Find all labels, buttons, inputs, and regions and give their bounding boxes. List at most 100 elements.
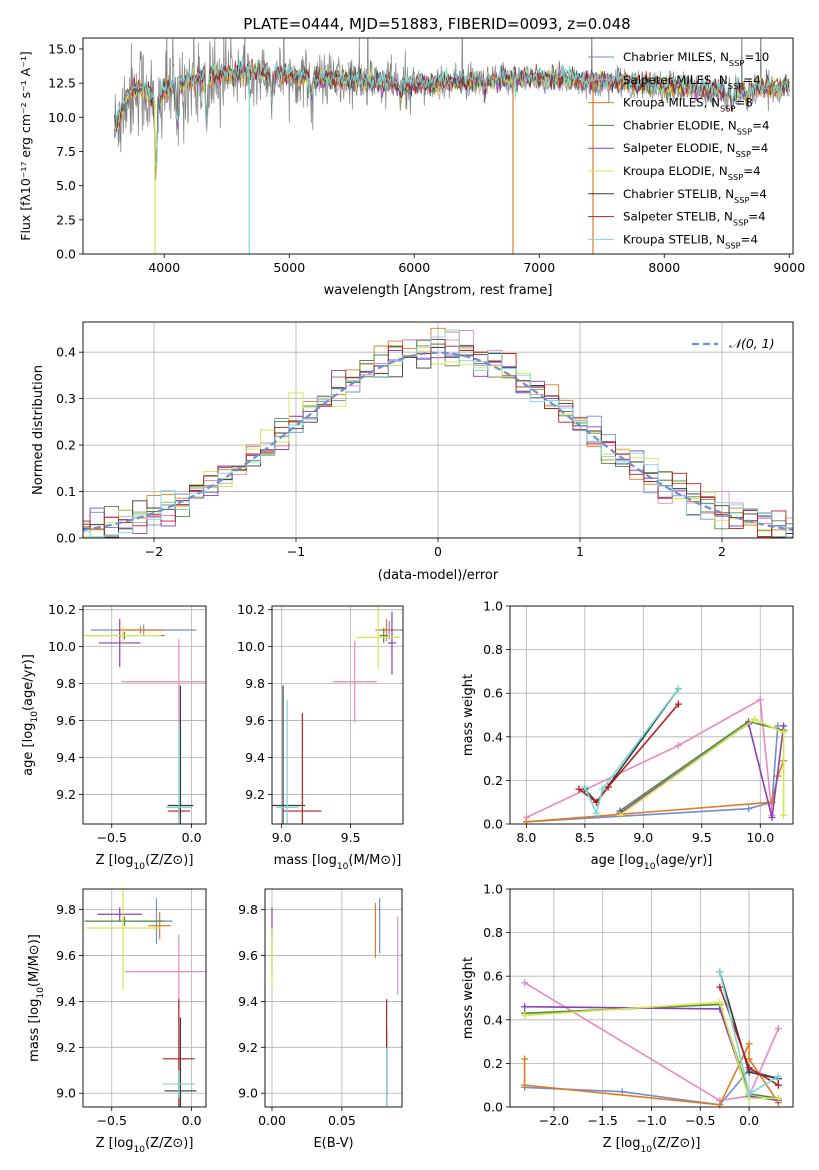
weight-marker — [604, 783, 612, 791]
age_vs_Z-panel: −0.5 0.0 9.2 9.4 9.6 9.8 10.0 10.2 Z [log10(Z/Z⊙… — [21, 602, 207, 872]
age_vs_mass-panel: 9.0 9.5 9.2 9.4 9.6 9.8 10.0 10.2 mass [log10(M/… — [237, 602, 404, 872]
weight-marker — [780, 728, 788, 736]
errorbar-point — [167, 685, 194, 824]
weight-marker — [774, 1025, 782, 1033]
y-tick-label: 9.8 — [56, 902, 76, 917]
y-tick-label: 15.0 — [48, 41, 76, 56]
legend-label: Salpeter STELIB, NSSP=4 — [623, 210, 766, 228]
x-tick-label: 7000 — [523, 260, 555, 275]
residuals-panel: −2 −1 0 1 2 0.0 0.1 0.2 0.3 0.4 𝒩(0, 1) (data-model… — [31, 321, 794, 583]
spectrum-y-label: Flux [fλ10⁻¹⁷ erg cm⁻² s⁻¹ A⁻¹] — [18, 51, 33, 240]
x-tick-label: 0.0 — [182, 1113, 202, 1128]
x-tick-label: −1.0 — [636, 1113, 666, 1128]
mass_vs_Z-y-label: mass [log10(M/M⊙)] — [27, 934, 46, 1062]
errorbar-point — [162, 999, 195, 1107]
residual-histogram — [83, 350, 793, 538]
weight-line — [584, 688, 680, 804]
errorbar-point — [356, 606, 401, 669]
y-tick-label: 0.3 — [56, 391, 76, 406]
errorbar-point — [121, 639, 206, 725]
weight-marker — [674, 685, 682, 693]
x-tick-label: −2 — [145, 544, 163, 559]
y-tick-label: 9.0 — [56, 1086, 76, 1101]
y-tick-label: 0.8 — [483, 925, 503, 940]
errorbar-point — [97, 907, 143, 922]
y-tick-label: 9.2 — [238, 1040, 258, 1055]
weight-marker — [616, 811, 624, 819]
y-tick-label: 0.6 — [483, 969, 503, 984]
weight_vs_age-panel: 8.0 8.5 9.0 9.5 10.0 0.0 0.2 0.4 0.6 0.8 1.0 age [l… — [461, 599, 794, 872]
y-tick-label: 0.2 — [483, 1056, 503, 1071]
legend-label: Chabrier MILES, NSSP=10 — [623, 50, 769, 68]
weight_vs_age-x-label: age [log10(age/yr)] — [591, 853, 713, 872]
legend-label: Kroupa STELIB, NSSP=4 — [623, 232, 758, 250]
y-tick-label: 9.6 — [56, 948, 76, 963]
axes-frame — [264, 888, 403, 1108]
axes-frame — [509, 888, 794, 1108]
weight-marker — [521, 1003, 529, 1011]
weight-marker — [521, 1055, 529, 1063]
y-tick-label: 7.5 — [56, 144, 76, 159]
weight-line — [526, 698, 773, 819]
x-tick-label: 9.5 — [692, 830, 712, 845]
normal-reference-curve — [82, 351, 794, 531]
plot-layer: 4000 5000 6000 7000 8000 90000.02.55.07.510.0… — [18, 37, 805, 1155]
x-tick-label: −1 — [287, 544, 305, 559]
y-tick-label: 0.4 — [56, 345, 76, 360]
y-tick-label: 0.2 — [56, 438, 76, 453]
x-tick-label: −2.0 — [539, 1113, 569, 1128]
axes-frame — [271, 605, 404, 825]
y-tick-label: 10.2 — [48, 602, 76, 617]
x-tick-label: 8.5 — [575, 830, 595, 845]
y-tick-label: 10.0 — [48, 110, 76, 125]
x-tick-label: −0.5 — [685, 1113, 715, 1128]
axes-frame — [82, 888, 207, 1108]
y-tick-label: 10.0 — [237, 639, 265, 654]
y-tick-label: 9.2 — [245, 787, 265, 802]
errorbar-point — [84, 916, 165, 926]
x-tick-label: 0.0 — [739, 1113, 759, 1128]
legend-label: Kroupa MILES, NSSP=8 — [623, 96, 753, 114]
x-tick-label: 1 — [576, 544, 584, 559]
x-tick-label: −1.5 — [588, 1113, 618, 1128]
y-tick-label: 9.6 — [238, 948, 258, 963]
y-tick-label: 9.4 — [56, 750, 76, 765]
y-tick-label: 0.4 — [483, 1012, 503, 1027]
errorbar-point — [276, 700, 299, 824]
errorbar-point — [116, 626, 165, 634]
y-tick-label: 9.6 — [245, 713, 265, 728]
mass_vs_Z-x-label: Z [log10(Z/Z⊙)] — [96, 1136, 194, 1155]
weight-line — [526, 760, 785, 823]
y-tick-label: 0.0 — [483, 817, 503, 832]
x-tick-label: 10.0 — [746, 830, 774, 845]
x-tick-label: 0 — [434, 544, 442, 559]
weight-marker — [780, 811, 788, 819]
legend-label: 𝒩(0, 1) — [729, 336, 775, 351]
weight-line — [619, 722, 785, 818]
axes-frame — [82, 605, 207, 825]
weight-line — [584, 688, 680, 816]
weight-line — [526, 725, 779, 823]
age_vs_mass-x-label: mass [log10(M/M⊙)] — [274, 853, 402, 872]
weight-marker — [716, 983, 724, 991]
age_vs_Z-x-label: Z [log10(Z/Z⊙)] — [96, 853, 194, 872]
y-tick-label: 9.8 — [238, 902, 258, 917]
weight_vs_Z-panel: −2.0 −1.5 −1.0 −0.5 0.0 0.0 0.2 0.4 0.6 0.8 1.0 Z [… — [461, 882, 794, 1155]
errorbar-point — [84, 626, 162, 645]
errorbar-point — [379, 628, 388, 643]
residual-histogram — [83, 345, 793, 538]
legend-label: Salpeter ELODIE, NSSP=4 — [623, 141, 768, 159]
weight-marker — [745, 1064, 753, 1072]
legend-label: Salpeter MILES, NSSP=4 — [623, 73, 761, 91]
spectrum-x-label: wavelength [Angstrom, rest frame] — [324, 283, 553, 298]
residual-histogram — [83, 327, 793, 538]
weight-marker — [674, 700, 682, 708]
x-tick-label: 2 — [718, 544, 726, 559]
y-tick-label: 9.2 — [56, 787, 76, 802]
errorbar-point — [162, 1070, 195, 1098]
weight_vs_Z-x-label: Z [log10(Z/Z⊙)] — [603, 1136, 701, 1155]
weight-line — [619, 718, 785, 816]
x-tick-label: 6000 — [398, 260, 430, 275]
weight-line — [523, 1043, 780, 1106]
y-tick-label: 1.0 — [483, 599, 503, 614]
